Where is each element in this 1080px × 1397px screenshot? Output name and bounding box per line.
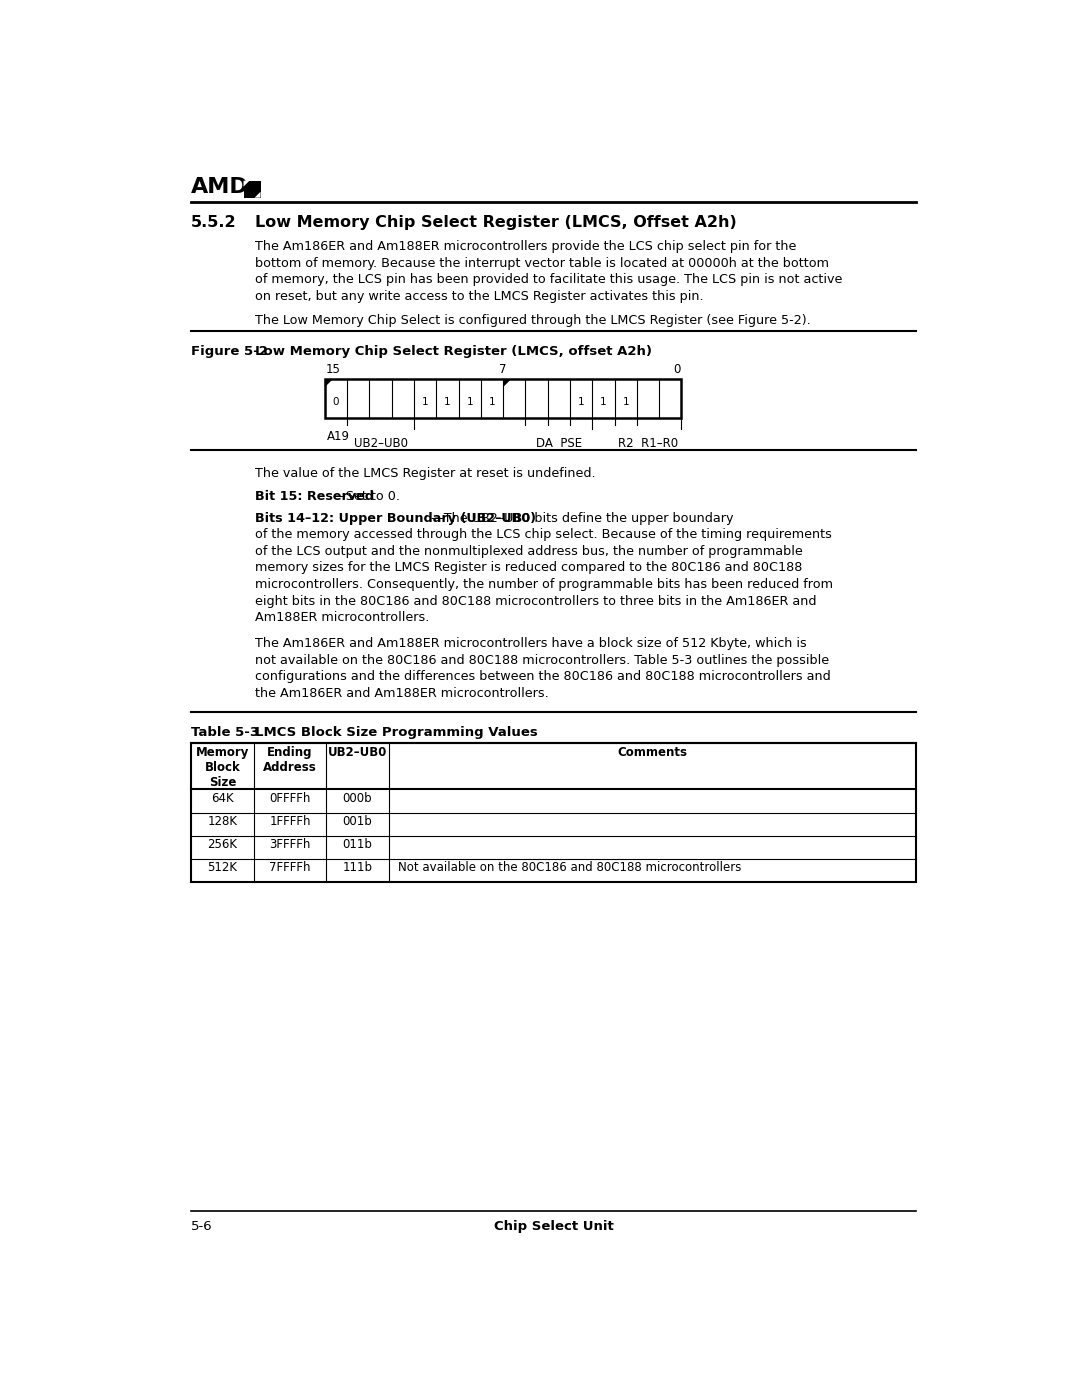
Text: UB2–UB0: UB2–UB0 (327, 746, 387, 760)
Text: 7: 7 (499, 363, 507, 376)
Polygon shape (243, 180, 249, 187)
Text: AMD: AMD (191, 177, 248, 197)
Bar (191, 743, 916, 882)
Text: bottom of memory. Because the interrupt vector table is located at 00000h at the: bottom of memory. Because the interrupt … (255, 257, 829, 270)
Text: UB2–UB0: UB2–UB0 (353, 437, 407, 450)
Text: 7FFFFh: 7FFFFh (269, 862, 311, 875)
Text: Bit 15: Reserved: Bit 15: Reserved (255, 490, 374, 503)
Text: 1: 1 (600, 397, 607, 407)
Text: 111b: 111b (342, 862, 373, 875)
Text: of the LCS output and the nonmultiplexed address bus, the number of programmable: of the LCS output and the nonmultiplexed… (255, 545, 802, 557)
Text: 1: 1 (488, 397, 496, 407)
Text: of memory, the LCS pin has been provided to facilitate this usage. The LCS pin i: of memory, the LCS pin has been provided… (255, 274, 842, 286)
Text: Am188ER microcontrollers.: Am188ER microcontrollers. (255, 610, 430, 624)
Text: Chip Select Unit: Chip Select Unit (494, 1220, 613, 1234)
Text: LMCS Block Size Programming Values: LMCS Block Size Programming Values (255, 726, 538, 739)
Text: 1: 1 (422, 397, 429, 407)
Text: 011b: 011b (342, 838, 373, 851)
Polygon shape (325, 380, 333, 387)
Text: 1FFFFh: 1FFFFh (269, 816, 311, 828)
Text: 5.5.2: 5.5.2 (191, 215, 237, 231)
Text: 0: 0 (673, 363, 680, 376)
Text: 0: 0 (333, 397, 339, 407)
Text: —Set to 0.: —Set to 0. (334, 490, 401, 503)
Text: —The UB2–UB0 bits define the upper boundary: —The UB2–UB0 bits define the upper bound… (431, 511, 733, 525)
Text: The value of the LMCS Register at reset is undefined.: The value of the LMCS Register at reset … (255, 467, 596, 481)
Text: Low Memory Chip Select Register (LMCS, offset A2h): Low Memory Chip Select Register (LMCS, o… (255, 345, 652, 358)
Text: microcontrollers. Consequently, the number of programmable bits has been reduced: microcontrollers. Consequently, the numb… (255, 578, 833, 591)
Text: 64K: 64K (212, 792, 234, 805)
Text: The Am186ER and Am188ER microcontrollers provide the LCS chip select pin for the: The Am186ER and Am188ER microcontrollers… (255, 240, 797, 253)
Text: Comments: Comments (618, 746, 688, 760)
Text: Table 5-3: Table 5-3 (191, 726, 259, 739)
Text: 5-6: 5-6 (191, 1220, 213, 1234)
Text: on reset, but any write access to the LMCS Register activates this pin.: on reset, but any write access to the LM… (255, 289, 704, 303)
Bar (243, 180, 260, 197)
Text: R2  R1–R0: R2 R1–R0 (618, 437, 678, 450)
Text: 1: 1 (467, 397, 473, 407)
Text: 512K: 512K (207, 862, 238, 875)
Text: the Am186ER and Am188ER microcontrollers.: the Am186ER and Am188ER microcontrollers… (255, 686, 549, 700)
Text: 1: 1 (622, 397, 629, 407)
Text: 0FFFFh: 0FFFFh (269, 792, 311, 805)
Text: 256K: 256K (207, 838, 238, 851)
Text: 3FFFFh: 3FFFFh (269, 838, 311, 851)
Text: The Am186ER and Am188ER microcontrollers have a block size of 512 Kbyte, which i: The Am186ER and Am188ER microcontrollers… (255, 637, 807, 650)
Text: A19: A19 (326, 430, 350, 443)
Text: 001b: 001b (342, 816, 373, 828)
Text: Memory
Block
Size: Memory Block Size (195, 746, 249, 789)
Text: memory sizes for the LMCS Register is reduced compared to the 80C186 and 80C188: memory sizes for the LMCS Register is re… (255, 562, 802, 574)
Text: configurations and the differences between the 80C186 and 80C188 microcontroller: configurations and the differences betwe… (255, 671, 831, 683)
Text: Ending
Address: Ending Address (264, 746, 316, 774)
Text: of the memory accessed through the LCS chip select. Because of the timing requir: of the memory accessed through the LCS c… (255, 528, 832, 542)
Text: 1: 1 (578, 397, 584, 407)
Bar (325, 380, 681, 418)
Text: 15: 15 (326, 363, 340, 376)
Text: DA  PSE: DA PSE (536, 437, 582, 450)
Text: Bits 14–12: Upper Boundary (UB2–UB0): Bits 14–12: Upper Boundary (UB2–UB0) (255, 511, 536, 525)
Polygon shape (255, 191, 260, 197)
Text: Low Memory Chip Select Register (LMCS, Offset A2h): Low Memory Chip Select Register (LMCS, O… (255, 215, 737, 231)
Text: Figure 5-2: Figure 5-2 (191, 345, 268, 358)
Text: eight bits in the 80C186 and 80C188 microcontrollers to three bits in the Am186E: eight bits in the 80C186 and 80C188 micr… (255, 595, 816, 608)
Text: Not available on the 80C186 and 80C188 microcontrollers: Not available on the 80C186 and 80C188 m… (399, 862, 742, 875)
Text: The Low Memory Chip Select is configured through the LMCS Register (see Figure 5: The Low Memory Chip Select is configured… (255, 314, 811, 327)
Text: 128K: 128K (207, 816, 238, 828)
Text: not available on the 80C186 and 80C188 microcontrollers. Table 5-3 outlines the : not available on the 80C186 and 80C188 m… (255, 654, 829, 666)
Polygon shape (503, 380, 511, 387)
Text: 000b: 000b (342, 792, 373, 805)
Text: 1: 1 (444, 397, 450, 407)
